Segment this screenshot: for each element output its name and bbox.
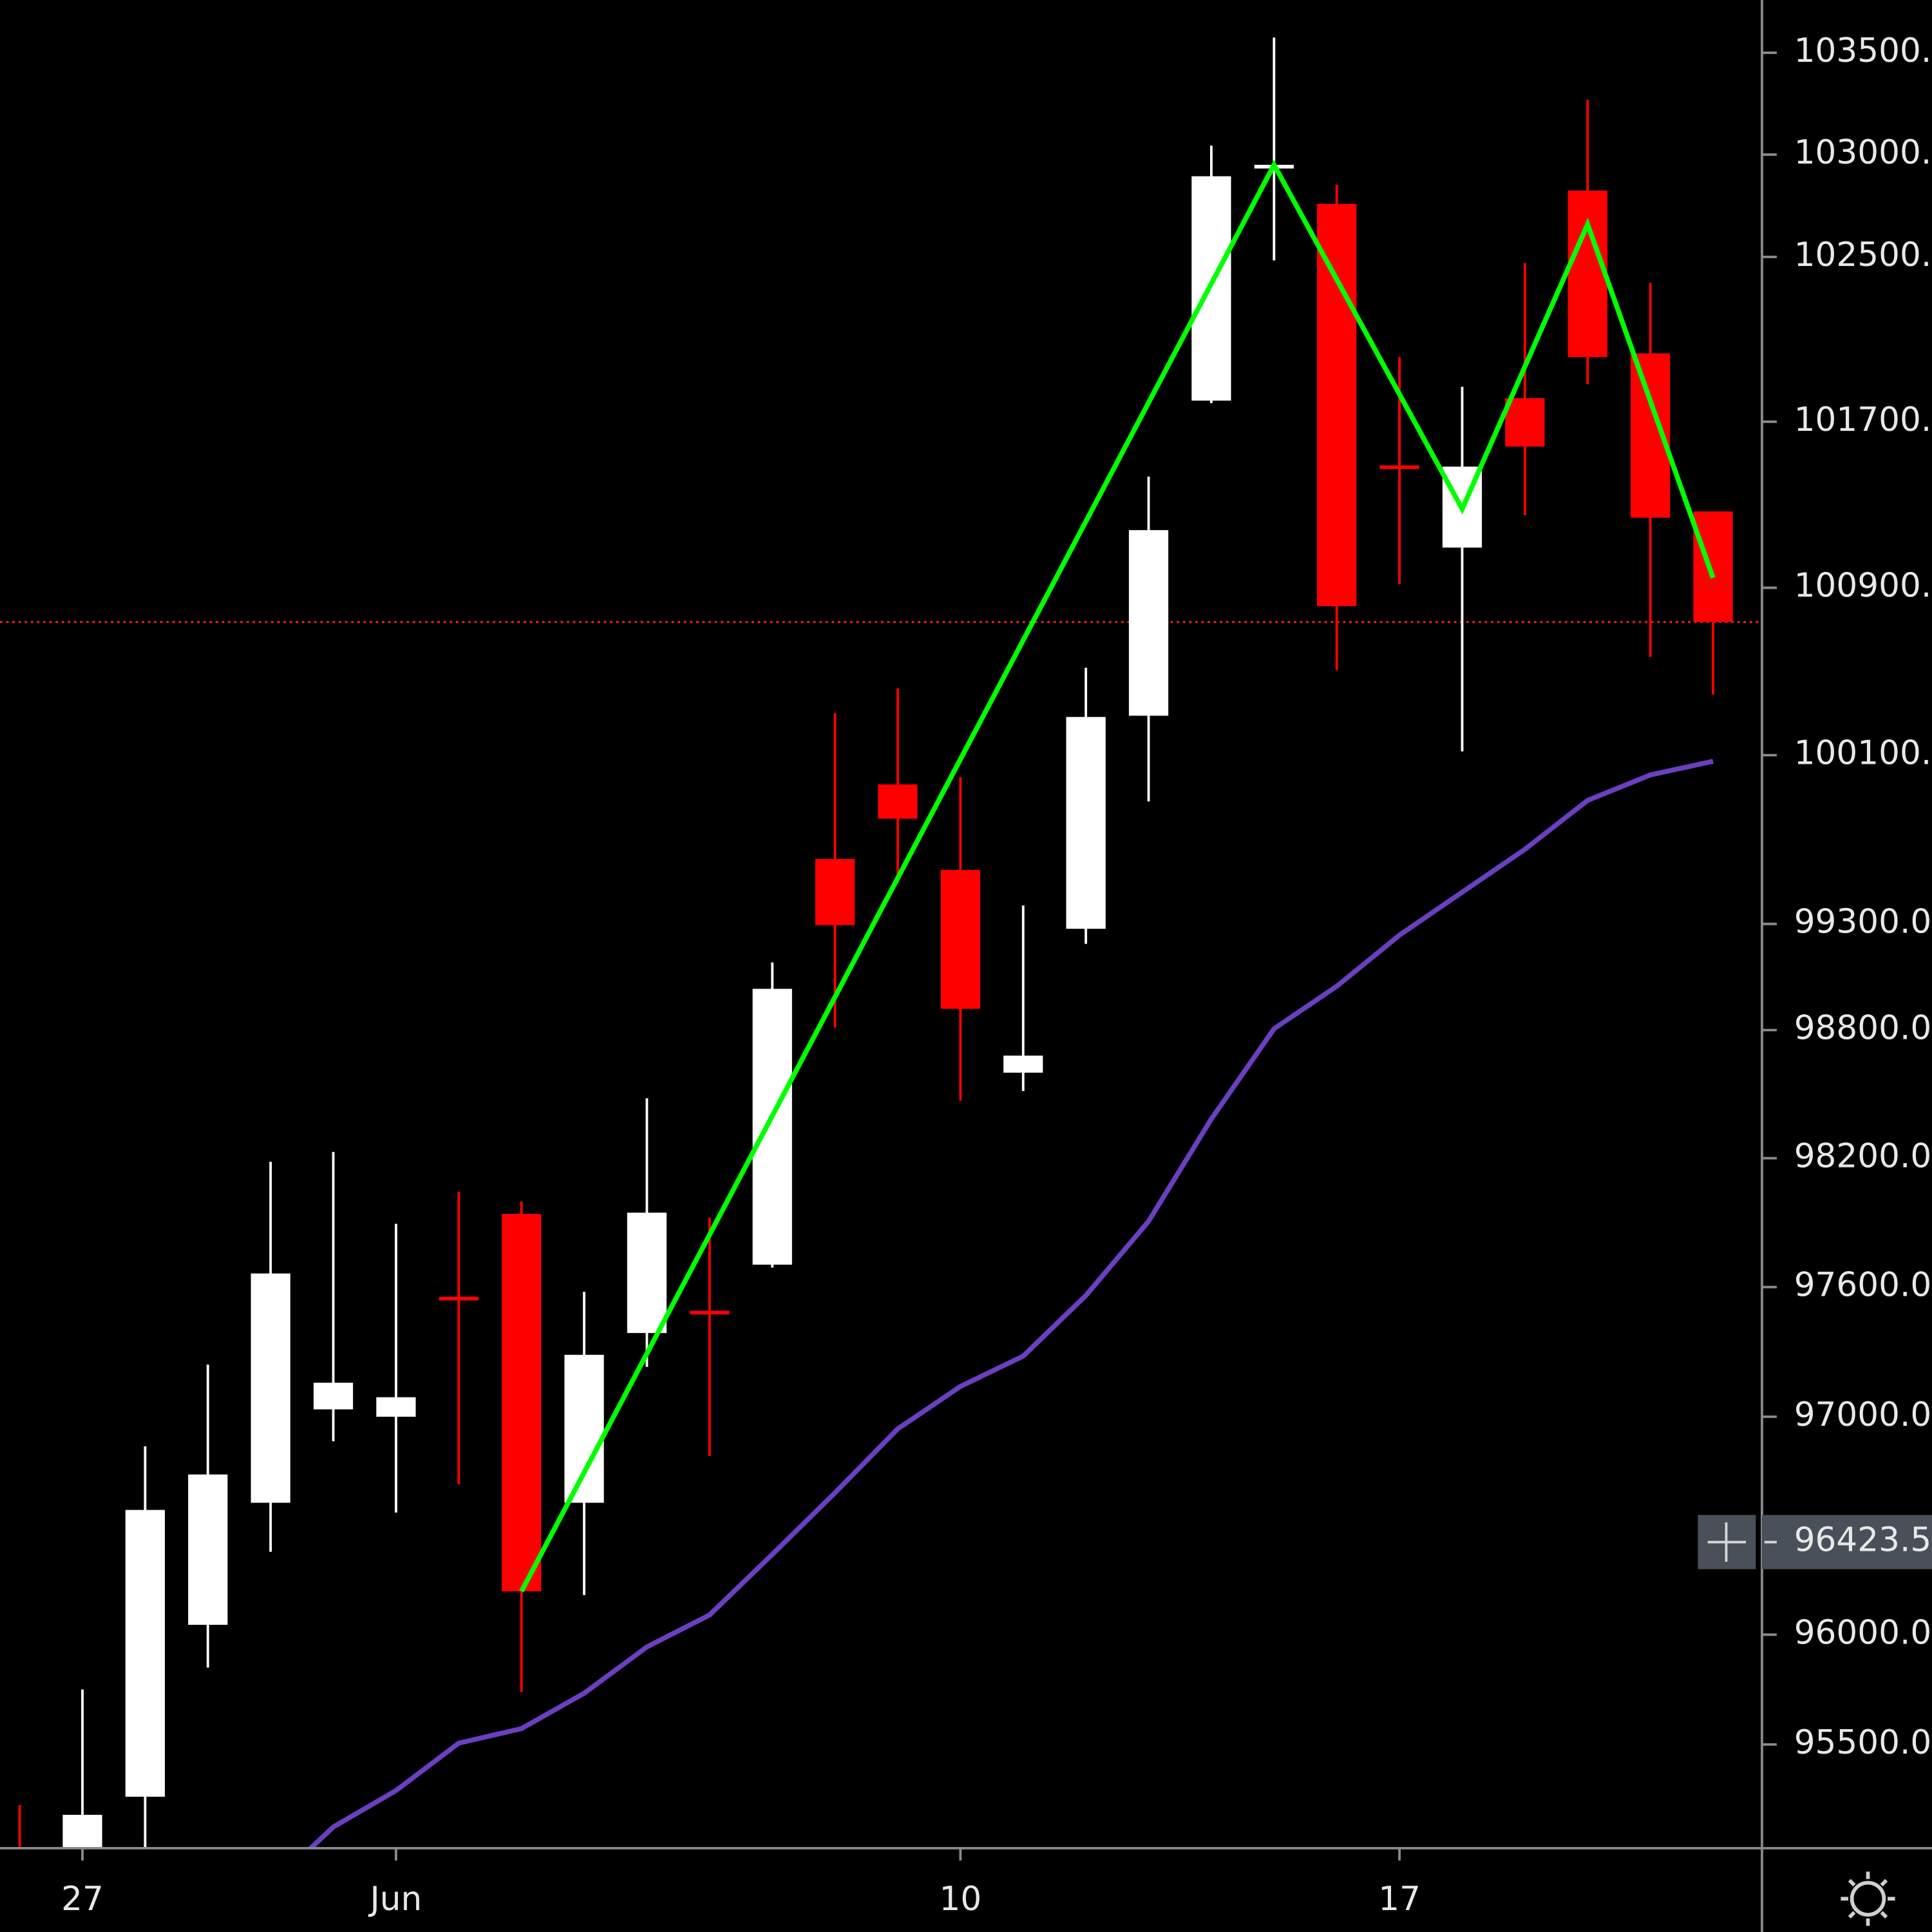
candle-body <box>502 1213 542 1591</box>
candle-body <box>627 1212 667 1333</box>
candle-body <box>878 784 918 819</box>
x-tick-label: 17 <box>1378 1880 1421 1918</box>
y-tick-label: 103000. <box>1794 133 1932 172</box>
candle-body <box>1066 717 1106 929</box>
candle-body <box>125 1510 165 1797</box>
candle-body <box>1003 1056 1043 1073</box>
candle-body <box>188 1474 228 1625</box>
y-tick-label: 100900. <box>1794 567 1932 605</box>
y-tick-label: 103500. <box>1794 32 1932 70</box>
candle-body <box>376 1397 416 1417</box>
candle-body <box>1128 530 1169 716</box>
candle-body <box>1379 465 1419 469</box>
x-tick-label: 10 <box>940 1880 982 1918</box>
price-tag-label: 96423.5 <box>1794 1521 1932 1560</box>
y-tick-label: 95500.0 <box>1794 1723 1932 1762</box>
y-tick-label: 96000.0 <box>1794 1613 1932 1652</box>
candle-body <box>62 1815 102 1848</box>
candle-body <box>251 1273 290 1503</box>
x-tick-label: 27 <box>61 1880 104 1918</box>
candle-body <box>752 989 792 1265</box>
price-tag-bg <box>1761 1515 1932 1569</box>
candle-body <box>439 1296 478 1301</box>
y-tick-label: 99300.0 <box>1794 903 1932 942</box>
candle-body <box>1567 190 1607 357</box>
zigzag-line <box>519 159 1716 1593</box>
candle-body <box>815 858 855 925</box>
y-tick-label: 97600.0 <box>1794 1266 1932 1305</box>
settings-icon[interactable] <box>1841 1871 1895 1926</box>
candle-body <box>564 1354 604 1503</box>
x-tick-label: Jun <box>368 1880 422 1918</box>
y-tick-label: 97000.0 <box>1794 1396 1932 1434</box>
candle-body <box>940 869 981 1009</box>
candle-body <box>1693 511 1733 622</box>
candle-body <box>313 1383 354 1410</box>
y-tick-label: 101700. <box>1794 401 1932 439</box>
moving-average-line <box>307 759 1714 1848</box>
y-tick-label: 100100. <box>1794 734 1932 773</box>
candle-body <box>1317 204 1357 607</box>
plot-area <box>0 37 1762 1848</box>
y-tick-label: 102500. <box>1794 236 1932 274</box>
candle-body <box>1505 398 1545 447</box>
y-tick-label: 98800.0 <box>1794 1009 1932 1047</box>
candle-body <box>690 1311 730 1315</box>
y-tick-label: 98200.0 <box>1794 1137 1932 1175</box>
